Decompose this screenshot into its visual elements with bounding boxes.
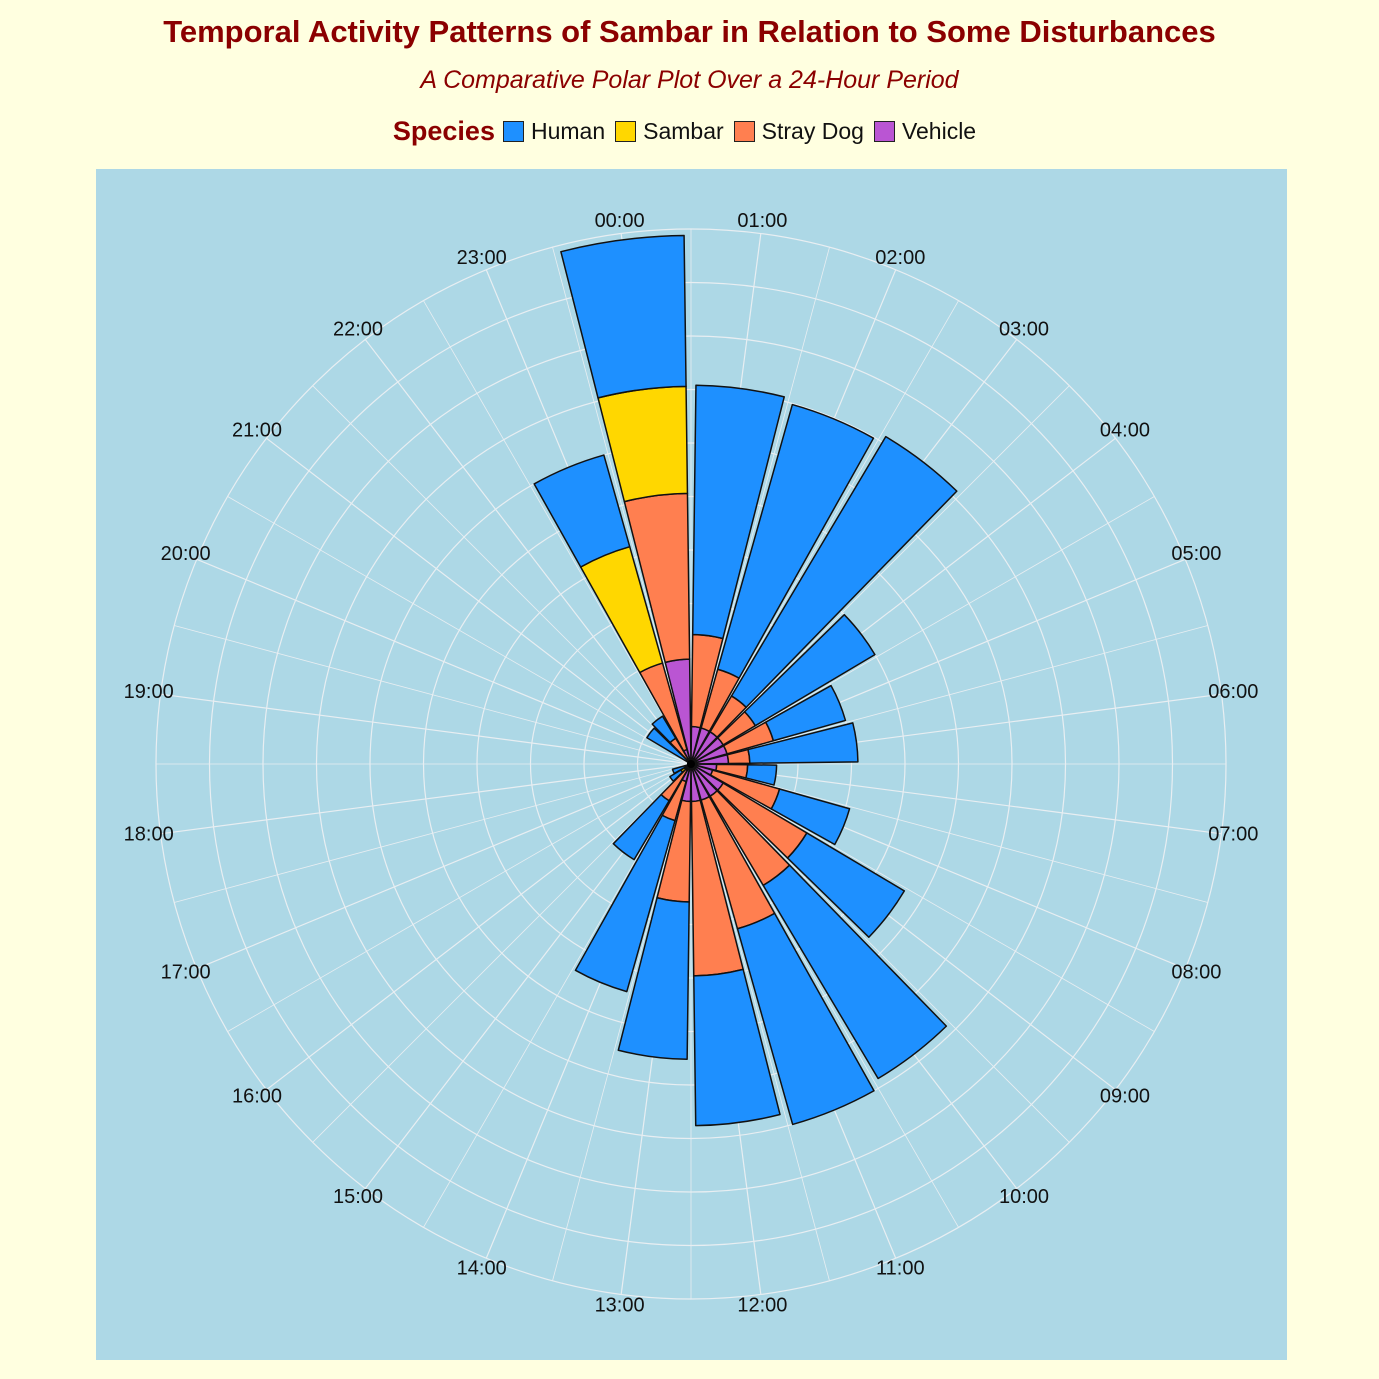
grid-spoke-minor bbox=[227, 496, 692, 765]
hour-tick-label: 02:00 bbox=[875, 247, 925, 269]
grid-spoke-minor bbox=[690, 763, 830, 1281]
hour-tick-label: 12:00 bbox=[737, 1295, 787, 1317]
grid-spoke-minor bbox=[690, 625, 1208, 765]
grid-spoke-major bbox=[266, 763, 692, 1091]
grid-spoke-major bbox=[266, 437, 692, 765]
hour-tick-label: 01:00 bbox=[737, 210, 787, 232]
hour-tick-label: 11:00 bbox=[876, 1258, 925, 1280]
grid-spoke-major bbox=[690, 763, 1222, 835]
legend-swatch-vehicle bbox=[873, 121, 895, 142]
bar-human-0600 bbox=[747, 722, 859, 764]
grid-spoke-major bbox=[364, 339, 692, 765]
legend-swatch-stray-dog bbox=[733, 121, 755, 142]
hour-tick-label: 13:00 bbox=[595, 1295, 645, 1317]
hour-tick-label: 05:00 bbox=[1171, 543, 1221, 565]
grid-spoke-minor bbox=[690, 763, 959, 1228]
hour-tick-label: 20:00 bbox=[161, 543, 211, 565]
bar-human-0100 bbox=[691, 384, 785, 640]
hour-tick-label: 21:00 bbox=[232, 419, 282, 441]
hour-tick-label: 03:00 bbox=[999, 318, 1049, 340]
bar-human-0300 bbox=[730, 435, 958, 709]
hour-tick-label: 19:00 bbox=[124, 681, 174, 703]
grid-spoke-minor bbox=[552, 247, 692, 765]
legend-title: Species bbox=[392, 116, 495, 146]
legend-label-vehicle: Vehicle bbox=[901, 118, 977, 144]
grid-spoke-minor bbox=[312, 763, 692, 1143]
grid-spoke-major bbox=[196, 558, 692, 765]
bar-human-1100 bbox=[736, 912, 875, 1126]
bar-human-0400 bbox=[743, 613, 876, 727]
bar-human-1200 bbox=[693, 968, 781, 1127]
bar-human-0900 bbox=[786, 832, 906, 938]
hour-tick-label: 09:00 bbox=[1100, 1085, 1150, 1107]
chart-title: Temporal Activity Patterns of Sambar in … bbox=[163, 14, 1216, 49]
bar-human-2200 bbox=[651, 715, 677, 744]
bar-human-0700 bbox=[745, 763, 778, 786]
hour-tick-label: 22:00 bbox=[333, 318, 383, 340]
chart-subtitle: A Comparative Polar Plot Over a 24-Hour … bbox=[420, 66, 959, 94]
legend-item-sambar: Sambar bbox=[615, 118, 724, 145]
hour-tick-label: 17:00 bbox=[161, 962, 211, 984]
bar-human-1300 bbox=[617, 897, 690, 1061]
bar-human-0200 bbox=[716, 403, 875, 679]
hour-tick-label: 10:00 bbox=[999, 1186, 1049, 1208]
hour-tick-label: 06:00 bbox=[1208, 681, 1258, 703]
polar-plot-panel: 00:00 01:00 02:00 03:00 04:00 05:00 06:00 07:00… bbox=[96, 169, 1287, 1360]
grid-spoke-minor bbox=[690, 763, 1208, 903]
grid-spoke-major bbox=[160, 693, 692, 765]
bar-human-2300 bbox=[533, 454, 631, 568]
center-point bbox=[687, 760, 695, 768]
grid-spoke-minor bbox=[423, 763, 692, 1228]
legend-item-vehicle: Vehicle bbox=[873, 118, 977, 145]
grid-spoke-major bbox=[196, 763, 692, 970]
grid-spoke-minor bbox=[690, 247, 830, 765]
bar-human-0000 bbox=[560, 234, 687, 399]
grid-spoke-minor bbox=[227, 763, 692, 1032]
hour-tick-label: 23:00 bbox=[457, 247, 507, 269]
legend-label-stray-dog: Stray Dog bbox=[761, 118, 864, 144]
legend-label-sambar: Sambar bbox=[643, 118, 724, 144]
legend-item-stray-dog: Stray Dog bbox=[733, 118, 864, 145]
bar-human-0500 bbox=[764, 684, 847, 742]
bar-human-0800 bbox=[770, 788, 851, 846]
legend: Species Human Sambar Stray Dog Vehicle bbox=[0, 116, 1379, 147]
grid-spoke-major bbox=[160, 763, 692, 835]
legend-swatch-human bbox=[502, 121, 524, 142]
grid-spoke-minor bbox=[174, 625, 692, 765]
grid-spoke-minor bbox=[174, 763, 692, 903]
grid-spoke-minor bbox=[552, 763, 692, 1281]
legend-item-human: Human bbox=[502, 118, 606, 145]
hour-tick-label: 14:00 bbox=[457, 1258, 507, 1280]
legend-label-human: Human bbox=[530, 118, 606, 144]
hour-tick-label: 18:00 bbox=[124, 824, 174, 846]
grid-spoke-minor bbox=[690, 300, 959, 765]
grid-spoke-minor bbox=[690, 496, 1155, 765]
bar-human-1500 bbox=[612, 793, 670, 861]
hour-tick-label: 07:00 bbox=[1208, 824, 1258, 846]
bars-layer bbox=[533, 234, 958, 1127]
hour-tick-label: 16:00 bbox=[232, 1085, 282, 1107]
hour-tick-label: 08:00 bbox=[1171, 962, 1221, 984]
legend-swatch-sambar bbox=[615, 121, 637, 142]
hour-tick-label: 15:00 bbox=[333, 1186, 383, 1208]
grid-spoke-minor bbox=[690, 385, 1070, 765]
grid-spoke-minor bbox=[690, 763, 1155, 1032]
hour-tick-label: 00:00 bbox=[595, 210, 645, 232]
bar-human-1000 bbox=[762, 864, 948, 1080]
grid-spoke-minor bbox=[312, 385, 692, 765]
hour-tick-label: 04:00 bbox=[1100, 419, 1150, 441]
grid-spoke-minor bbox=[423, 300, 692, 765]
grid-spoke-minor bbox=[690, 763, 1070, 1143]
bar-human-1400 bbox=[574, 814, 676, 993]
hour-labels: 00:00 01:00 02:00 03:00 04:00 05:00 06:00 07:00… bbox=[124, 210, 1259, 1317]
